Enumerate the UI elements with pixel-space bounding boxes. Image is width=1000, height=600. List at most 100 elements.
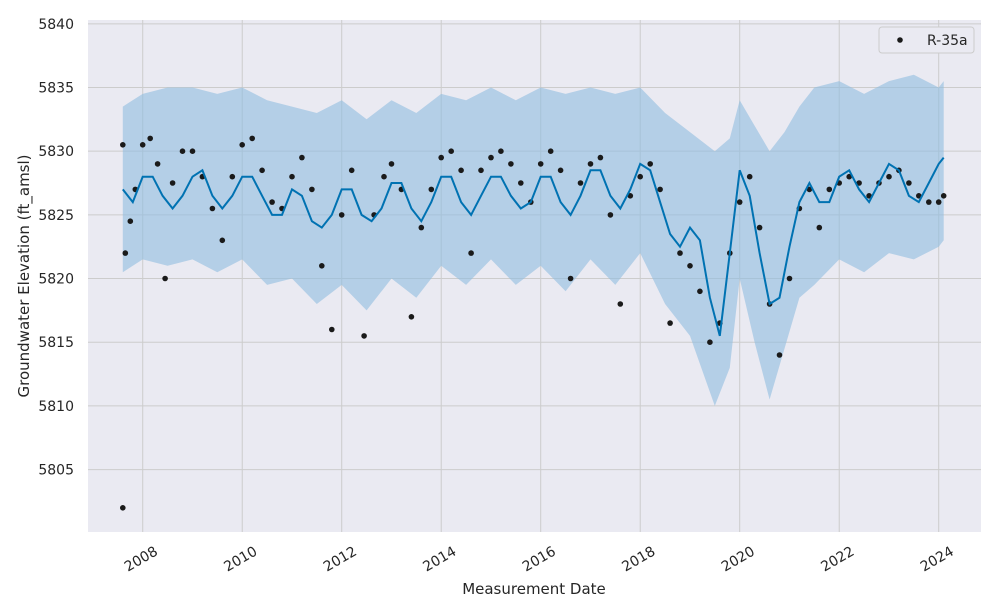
observed-point (418, 224, 425, 231)
observed-point (697, 288, 703, 295)
y-tick-label: 5820 (38, 272, 74, 288)
observed-point (518, 180, 524, 186)
observed-point (154, 161, 161, 167)
observed-point (388, 161, 395, 167)
x-tick-label: 2012 (321, 544, 360, 576)
observed-point (677, 250, 683, 256)
observed-point (488, 154, 494, 161)
observed-point (627, 193, 634, 199)
observed-point (587, 161, 594, 167)
observed-point (806, 186, 813, 193)
observed-point (597, 154, 604, 161)
observed-points (120, 135, 947, 511)
observed-point (866, 193, 872, 199)
x-tick-label: 2024 (918, 544, 957, 576)
observed-point (428, 186, 435, 193)
observed-point (147, 135, 153, 142)
observed-point (209, 205, 216, 212)
x-tick-label: 2018 (619, 544, 658, 576)
x-tick-label: 2020 (719, 544, 758, 576)
x-axis-label: Measurement Date (462, 580, 606, 598)
observed-point (687, 263, 693, 269)
observed-point (478, 167, 484, 174)
observed-point (299, 154, 305, 161)
observed-point (607, 212, 614, 218)
y-tick-label: 5830 (38, 144, 74, 160)
observed-point (508, 161, 514, 167)
observed-point (557, 167, 564, 174)
observed-point (259, 167, 265, 174)
x-tick-label: 2014 (420, 544, 459, 576)
legend-marker (897, 37, 903, 43)
observed-point (438, 154, 445, 161)
observed-point (381, 173, 387, 180)
observed-point (736, 199, 743, 205)
observed-point (329, 326, 335, 333)
x-tick-label: 2010 (221, 544, 260, 576)
observed-point (249, 135, 255, 142)
outlier-point (120, 505, 126, 511)
forecast-series-line (122, 156, 945, 337)
observed-point (408, 314, 415, 320)
y-tick-label: 5815 (38, 335, 74, 351)
observed-point (309, 186, 315, 193)
observed-point (746, 173, 753, 180)
observed-point (537, 161, 544, 167)
observed-point (567, 275, 574, 282)
uncertainty-band (122, 74, 944, 406)
uncertainty-band-area (122, 74, 944, 406)
observed-point (319, 263, 325, 269)
observed-point (916, 193, 922, 199)
observed-point (361, 333, 367, 339)
observed-point (269, 199, 275, 205)
observed-point (162, 275, 168, 282)
observed-point (756, 224, 763, 231)
y-tick-label: 5805 (38, 463, 74, 479)
observed-point (139, 142, 146, 148)
observed-point (229, 173, 236, 180)
observed-point (647, 161, 653, 167)
observed-point (547, 148, 554, 154)
y-tick-label: 5810 (38, 399, 74, 415)
observed-point (348, 167, 355, 174)
observed-point (657, 186, 663, 193)
observed-point (617, 301, 624, 307)
observed-point (239, 142, 245, 148)
observed-point (448, 148, 455, 154)
forecast-line (122, 156, 945, 337)
x-tick-label: 2016 (520, 544, 559, 576)
observed-point (169, 180, 176, 186)
observed-point (127, 218, 134, 224)
x-tick-label: 2008 (122, 544, 161, 576)
observed-point (776, 352, 783, 358)
observed-point (856, 180, 862, 186)
y-tick-label: 5835 (38, 81, 74, 97)
observed-point (826, 186, 833, 193)
observed-point (906, 180, 912, 186)
observed-point (786, 275, 793, 282)
observed-point (637, 173, 643, 180)
observed-point (816, 224, 823, 231)
observed-point (338, 212, 345, 218)
observed-point (289, 173, 295, 180)
observed-point (498, 148, 504, 154)
observed-point (179, 148, 186, 154)
observed-point (189, 148, 196, 154)
legend-label: R-35a (927, 33, 968, 49)
observed-point (458, 167, 464, 174)
observed-point (707, 339, 713, 346)
y-axis-label: Groundwater Elevation (ft_amsl) (15, 154, 34, 397)
legend: R-35a (878, 26, 975, 54)
y-tick-label: 5825 (38, 208, 74, 224)
legend-box (878, 26, 975, 54)
observed-point (468, 250, 474, 256)
observed-point (940, 193, 947, 199)
observed-point (667, 320, 673, 326)
observed-point (120, 142, 126, 148)
y-tick-label: 5840 (38, 17, 74, 33)
observed-point (846, 173, 852, 180)
observed-point (926, 199, 932, 205)
observed-point (886, 173, 892, 180)
observed-point (122, 250, 129, 256)
